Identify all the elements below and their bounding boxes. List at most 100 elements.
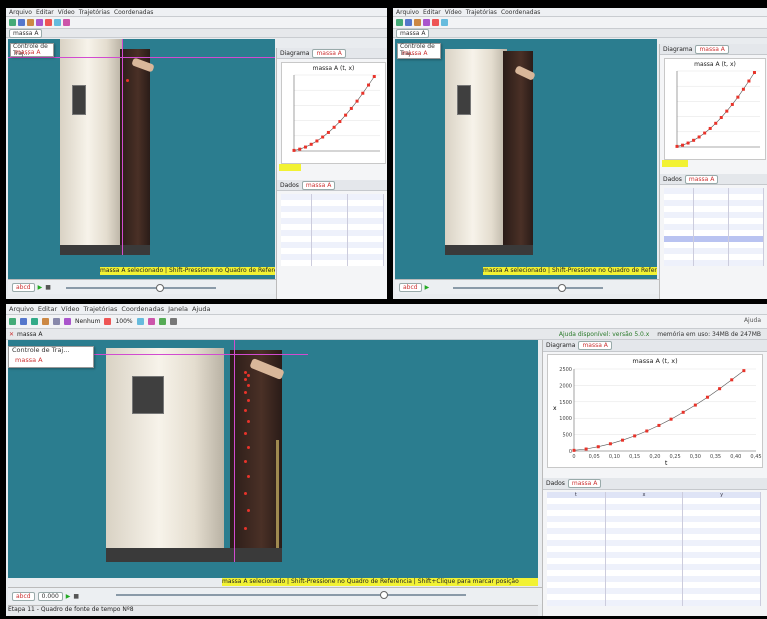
data-point[interactable] [747,79,751,83]
data-point[interactable] [309,142,313,146]
table-row[interactable] [281,200,385,206]
data-point[interactable] [621,438,625,442]
data-point[interactable] [367,83,371,87]
table-row[interactable] [547,510,761,516]
plot-tab[interactable]: Diagrama [546,342,576,349]
table-row[interactable] [281,206,385,212]
video-icon[interactable] [414,19,421,26]
data-point[interactable] [714,121,718,125]
frame-slider[interactable] [453,287,603,289]
table-row[interactable] [281,194,385,200]
data-point[interactable] [292,148,296,152]
plot-object-selector[interactable]: massa A [695,44,729,54]
menu-item-trajetorias[interactable]: Trajetórias [83,305,118,313]
track-point[interactable] [244,391,247,394]
menu-item-editar[interactable]: Editar [37,305,58,313]
track-point[interactable] [126,79,129,82]
track-point[interactable] [247,374,250,377]
calibration-icon[interactable] [36,19,43,26]
table-row[interactable] [547,516,761,522]
table-object-selector[interactable]: massa A [567,479,602,488]
data-point[interactable] [657,423,661,427]
menu-item-janela[interactable]: Janela [168,305,188,313]
track-point[interactable] [247,446,250,449]
table-row[interactable] [547,528,761,534]
data-point[interactable] [693,403,697,407]
data-point[interactable] [338,120,342,124]
table-row[interactable] [547,534,761,540]
menu-item-video[interactable]: Vídeo [61,305,80,313]
open-icon[interactable] [9,318,16,325]
table-row[interactable] [664,224,765,230]
video-icon[interactable] [42,318,49,325]
track-icon[interactable] [45,19,52,26]
open-icon[interactable] [9,19,16,26]
menu-item[interactable]: Arquivo [9,8,32,16]
table-row[interactable] [664,194,765,200]
table-row[interactable] [281,212,385,218]
clip-icon[interactable] [53,318,60,325]
data-point[interactable] [692,138,696,142]
filter-icon[interactable] [158,318,166,325]
table-row[interactable] [547,498,761,504]
calibration-icon[interactable] [64,318,71,325]
table-row[interactable] [664,188,765,194]
data-point[interactable] [298,147,302,151]
video-view[interactable]: Controle de Traj... massa A [8,340,538,578]
data-point[interactable] [303,145,307,149]
data-point[interactable] [315,139,319,143]
table-row[interactable] [547,576,761,582]
menu-item[interactable]: Trajetórias [465,8,497,16]
table-row[interactable] [281,218,385,224]
popup-item[interactable]: massa A [15,49,41,56]
video-tab[interactable]: massa A [17,330,43,338]
save-icon[interactable] [405,19,412,26]
plot-area[interactable]: massa A (t, x) 2500 2000 1500 1000 500 0 0 0,05… [547,354,763,468]
data-point[interactable] [372,75,376,79]
axes-icon[interactable] [441,19,448,26]
plot-object-selector[interactable]: massa A [578,341,612,350]
play-icon[interactable]: ▶ [424,283,430,291]
table-row[interactable] [547,600,761,606]
popup-item[interactable]: massa A [15,356,43,364]
step-button[interactable]: abcd [399,282,422,292]
play-icon[interactable]: ▶ [65,592,71,600]
track-icon[interactable] [104,318,112,325]
axes-icon[interactable] [136,318,144,325]
table-row[interactable] [664,206,765,212]
video-tab[interactable]: massa A [396,28,430,38]
table-object-selector[interactable]: massa A [301,180,336,190]
table-row[interactable] [281,260,385,266]
table-row[interactable] [664,212,765,218]
data-point[interactable] [705,395,709,399]
video-tab[interactable]: massa A [9,28,43,38]
track-point[interactable] [244,492,247,495]
data-point[interactable] [675,144,679,148]
data-point[interactable] [725,109,729,113]
data-point[interactable] [608,442,612,446]
table-row[interactable] [664,218,765,224]
table-row[interactable] [547,558,761,564]
axes-icon[interactable] [54,19,61,26]
table-row[interactable] [547,570,761,576]
plot-area[interactable]: massa A (t, x) [664,58,766,160]
data-point[interactable] [681,410,685,414]
data-point[interactable] [572,448,576,452]
track-point[interactable] [247,509,250,512]
calibration-icon[interactable] [423,19,430,26]
track-point[interactable] [247,384,250,387]
table-row[interactable] [547,540,761,546]
zoom-label[interactable]: Nenhum [75,318,101,325]
import-icon[interactable] [31,318,38,325]
settings-icon[interactable] [169,318,177,325]
table-row[interactable] [547,546,761,552]
frame-field[interactable]: 0.000 [37,591,63,601]
menu-item-coordenadas[interactable]: Coordenadas [121,305,165,313]
table-row[interactable] [664,230,765,236]
video-icon[interactable] [27,19,34,26]
menu-item[interactable]: Editar [422,8,441,16]
data-point[interactable] [361,91,365,95]
data-point[interactable] [741,87,745,91]
data-point[interactable] [584,447,588,451]
video-view[interactable]: Controle de Traj... massa A massa A sele… [395,39,657,279]
